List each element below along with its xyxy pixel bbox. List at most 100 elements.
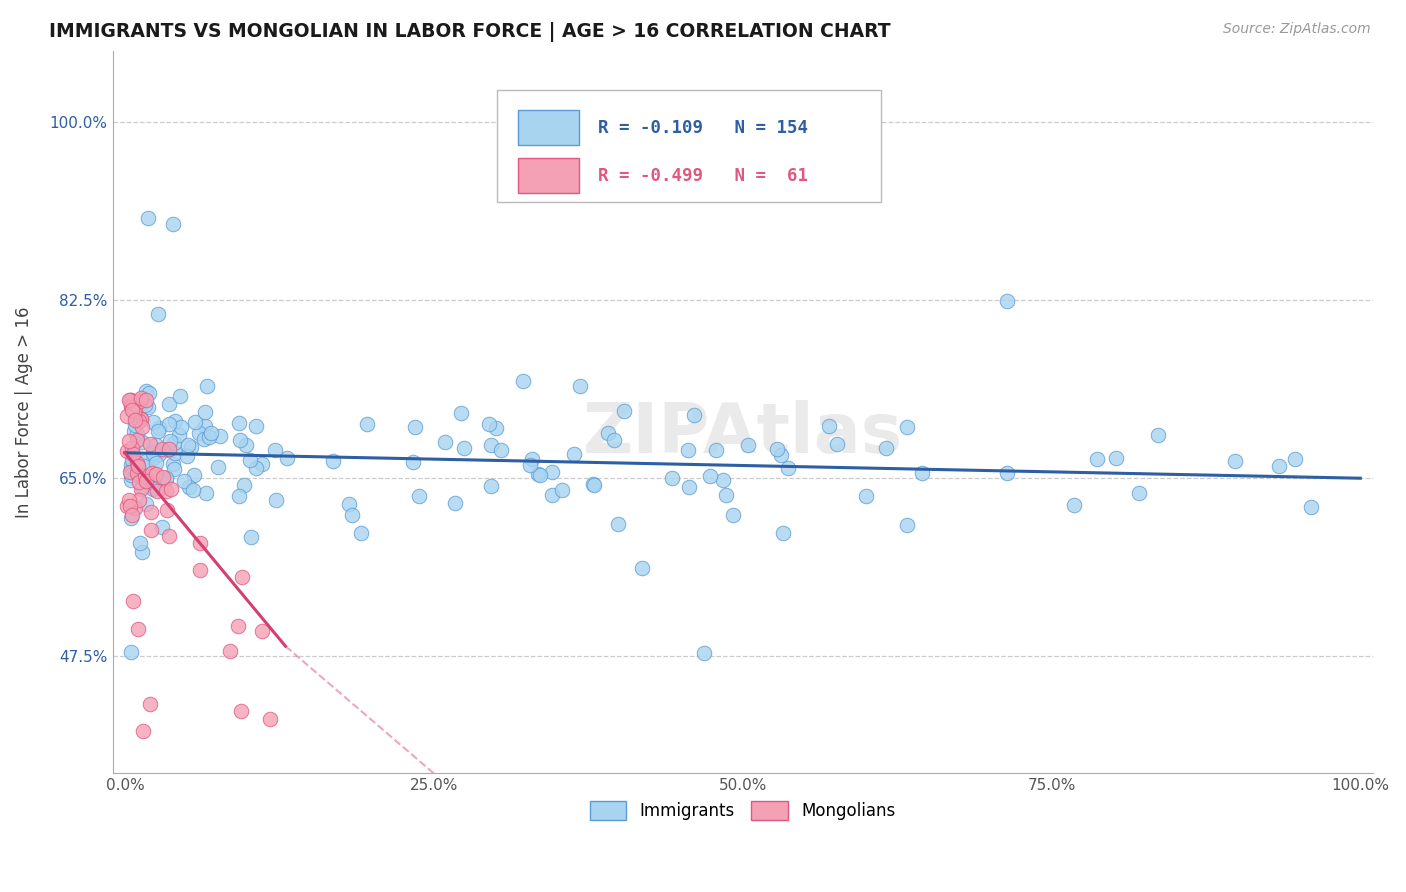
Text: R = -0.109   N = 154: R = -0.109 N = 154 [598, 119, 807, 136]
Point [165, 446, 187, 460]
Text: R = -0.499   N =  61: R = -0.499 N = 61 [598, 167, 807, 185]
Point [120, 392, 142, 407]
Point [193, 433, 215, 447]
Point [145, 456, 167, 470]
Point [120, 458, 142, 472]
Point [995, 466, 1018, 480]
Point [195, 379, 218, 393]
Point [661, 470, 683, 484]
Text: ZIPAtlas: ZIPAtlas [582, 401, 903, 467]
Point [129, 394, 152, 409]
Point [582, 477, 605, 491]
Point [337, 497, 360, 511]
Point [737, 437, 759, 451]
Point [434, 435, 457, 450]
Point [1147, 428, 1170, 442]
Point [402, 455, 425, 469]
Point [855, 490, 877, 504]
Point [128, 414, 150, 428]
Point [120, 473, 142, 487]
Point [150, 520, 173, 534]
Point [226, 619, 249, 633]
Point [540, 465, 562, 479]
Point [229, 704, 252, 718]
Point [134, 398, 156, 412]
Point [692, 646, 714, 660]
Text: IMMIGRANTS VS MONGOLIAN IN LABOR FORCE | AGE > 16 CORRELATION CHART: IMMIGRANTS VS MONGOLIAN IN LABOR FORCE |… [49, 22, 891, 42]
Point [128, 475, 150, 489]
Point [875, 441, 897, 455]
Point [450, 406, 472, 420]
Point [169, 389, 191, 403]
Point [125, 462, 148, 476]
Point [519, 458, 541, 473]
Point [132, 459, 155, 474]
Y-axis label: In Labor Force | Age > 16: In Labor Force | Age > 16 [15, 306, 32, 517]
Point [228, 416, 250, 430]
Point [142, 446, 165, 460]
Text: Source: ZipAtlas.com: Source: ZipAtlas.com [1223, 22, 1371, 37]
Point [122, 405, 145, 419]
Point [131, 412, 153, 426]
Point [122, 593, 145, 607]
Point [120, 398, 142, 412]
Point [132, 470, 155, 484]
Point [479, 438, 502, 452]
Point [252, 457, 274, 471]
Point [125, 427, 148, 442]
Point [138, 386, 160, 401]
Point [150, 442, 173, 456]
Point [541, 488, 564, 502]
Point [526, 467, 548, 482]
Point [145, 467, 167, 482]
Point [995, 294, 1018, 309]
Point [1105, 451, 1128, 466]
Point [118, 493, 141, 508]
Point [583, 478, 606, 492]
Point [678, 442, 700, 457]
Point [176, 449, 198, 463]
Point [245, 419, 267, 434]
Point [264, 492, 287, 507]
Point [117, 499, 139, 513]
Point [188, 563, 211, 577]
Point [135, 454, 157, 468]
Point [124, 413, 146, 427]
Point [1284, 452, 1306, 467]
Point [193, 418, 215, 433]
Point [228, 489, 250, 503]
Point [118, 500, 141, 514]
Point [120, 401, 142, 415]
Point [152, 469, 174, 483]
FancyBboxPatch shape [496, 90, 882, 202]
Point [772, 526, 794, 541]
Point [162, 218, 184, 232]
Point [825, 437, 848, 451]
Point [125, 456, 148, 470]
Point [769, 449, 792, 463]
Point [235, 438, 257, 452]
Point [121, 462, 143, 476]
Point [120, 645, 142, 659]
Point [704, 442, 727, 457]
Point [716, 488, 738, 502]
Point [817, 419, 839, 434]
Point [200, 426, 222, 441]
Point [124, 501, 146, 516]
Point [131, 435, 153, 450]
Point [1225, 454, 1247, 468]
Point [162, 436, 184, 450]
Point [180, 440, 202, 454]
Point [678, 480, 700, 494]
Point [179, 480, 201, 494]
Point [181, 483, 204, 497]
Point [723, 508, 745, 522]
Point [120, 467, 142, 482]
Point [207, 459, 229, 474]
Point [198, 430, 221, 444]
Point [453, 441, 475, 455]
Point [121, 403, 143, 417]
Point [127, 459, 149, 474]
Point [121, 453, 143, 467]
Point [135, 384, 157, 398]
